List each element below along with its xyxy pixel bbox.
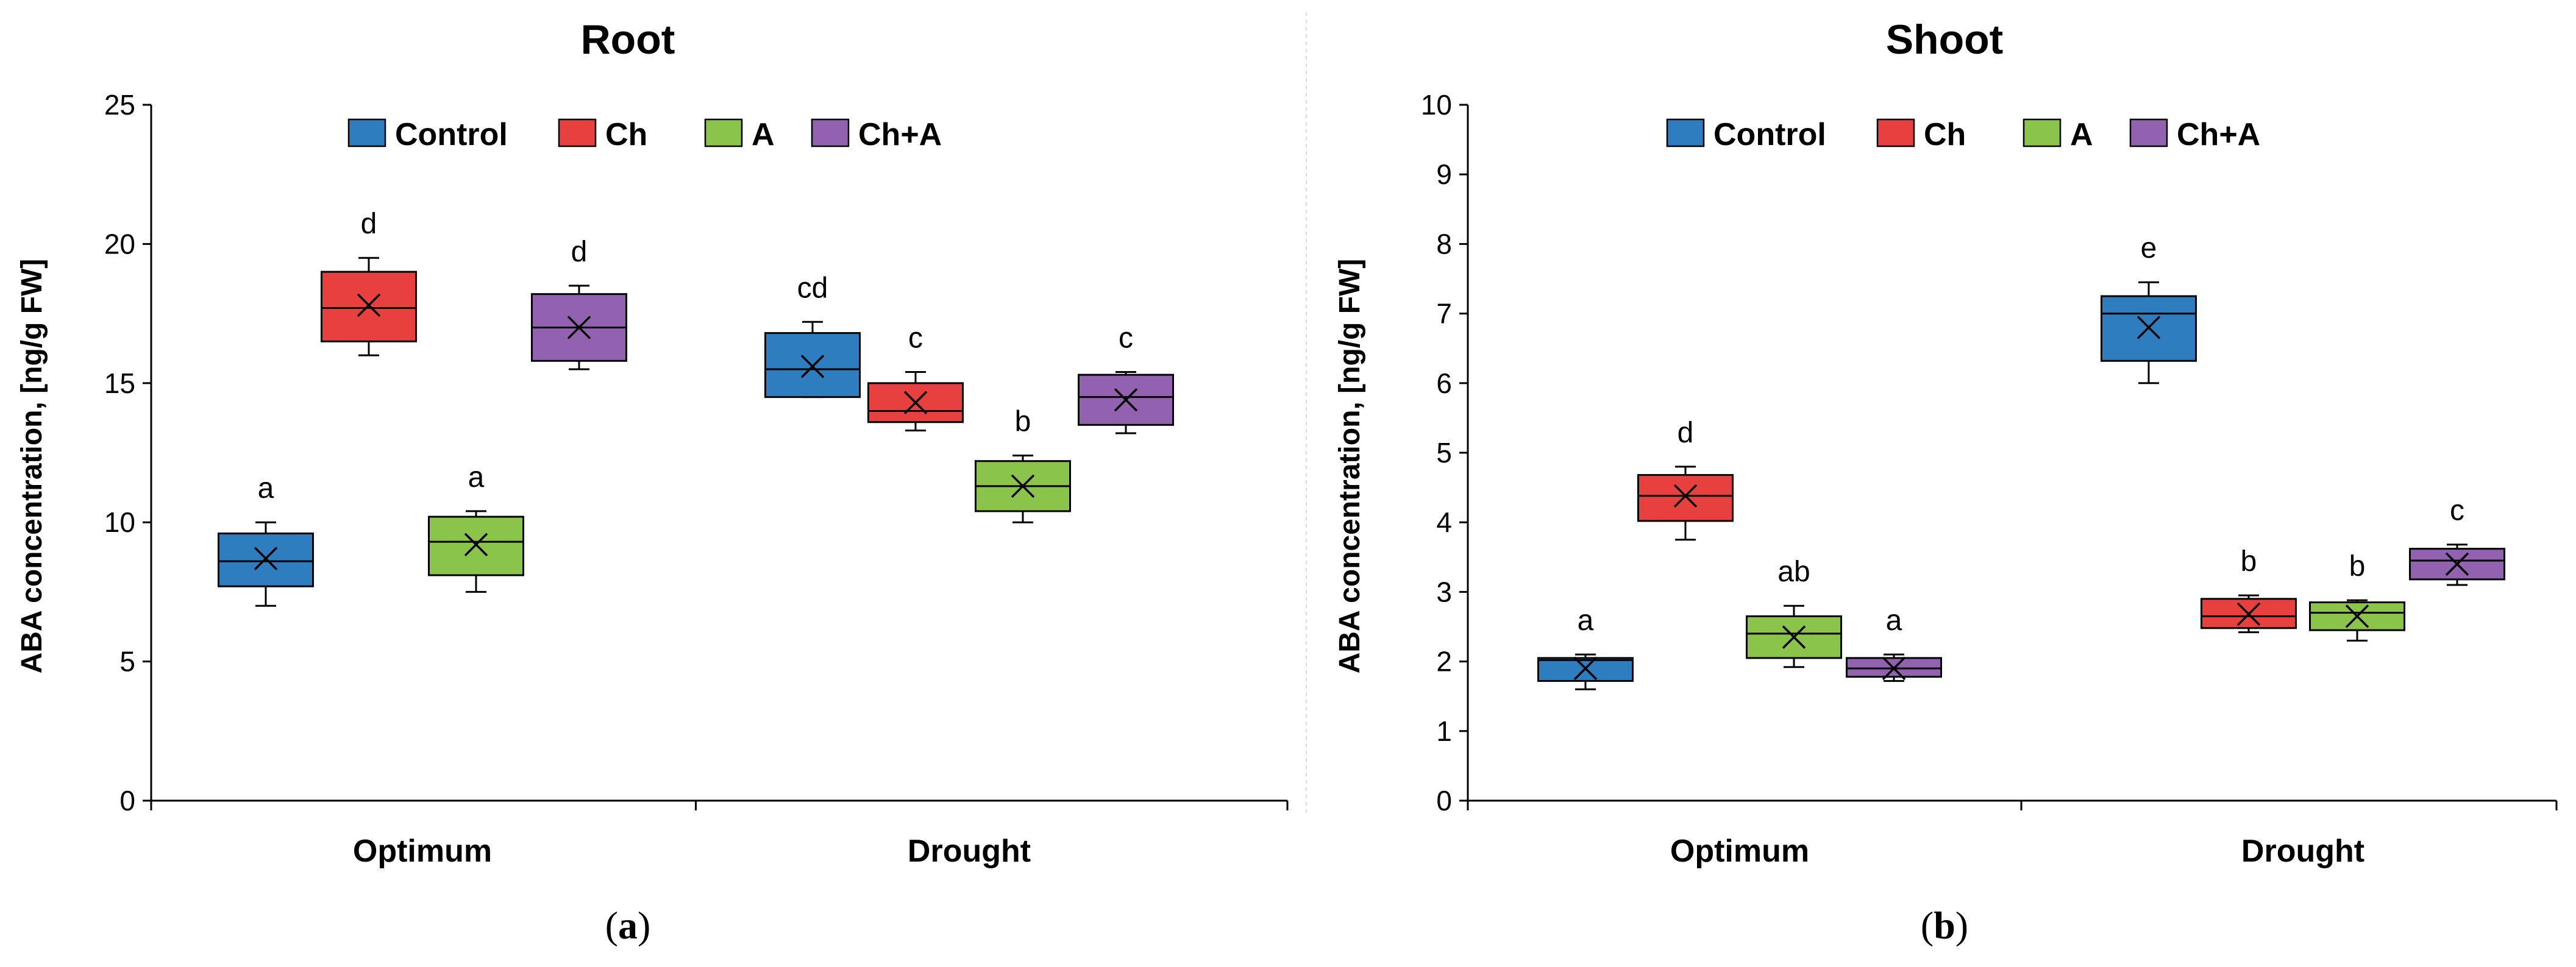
legend-label: Ch bbox=[605, 117, 647, 152]
y-axis-label: ABA concentration, [ng/g FW] bbox=[16, 259, 48, 674]
legend-swatch bbox=[2129, 118, 2168, 147]
legend-label: A bbox=[2070, 117, 2093, 152]
mean-marker bbox=[1673, 484, 1698, 508]
legend-swatch bbox=[347, 118, 386, 147]
significance-letter: b bbox=[2349, 550, 2366, 583]
legend-label: Ch+A bbox=[2177, 117, 2260, 152]
panel-root: Root ABA concentration, [ng/g FW] (a) 0 5… bbox=[16, 16, 1289, 947]
significance-letter: d bbox=[361, 208, 377, 240]
significance-letter: a bbox=[468, 461, 485, 494]
mean-marker bbox=[2345, 604, 2369, 628]
mean-marker bbox=[1782, 625, 1806, 649]
mean-marker bbox=[2236, 602, 2261, 626]
x-tick-label: Drought bbox=[908, 834, 1031, 869]
mean-marker bbox=[1011, 474, 1035, 498]
y-axis-label: ABA concentration, [ng/g FW] bbox=[1334, 259, 1366, 674]
y-tick-label: 25 bbox=[104, 89, 135, 121]
y-tick-label: 10 bbox=[104, 506, 135, 538]
y-tick-label: 8 bbox=[1436, 228, 1452, 260]
mean-marker bbox=[2137, 316, 2161, 339]
legend-swatch bbox=[704, 118, 743, 147]
panel-shoot: Shoot ABA concentration, [ng/g FW] (b) 0… bbox=[1334, 16, 2558, 947]
significance-letter: cd bbox=[797, 272, 828, 304]
mean-marker bbox=[1114, 388, 1138, 412]
x-tick-label: Optimum bbox=[1670, 834, 1809, 869]
y-tick-label: 9 bbox=[1436, 158, 1452, 190]
significance-letter: c bbox=[1119, 322, 1133, 355]
legend-label: A bbox=[752, 117, 775, 152]
y-tick-label: 7 bbox=[1436, 298, 1452, 330]
significance-letter: b bbox=[1015, 406, 1031, 438]
y-tick-label: 6 bbox=[1436, 367, 1452, 399]
significance-letter: c bbox=[2450, 495, 2464, 527]
significance-letter: e bbox=[2141, 232, 2157, 264]
significance-letter: d bbox=[571, 236, 588, 268]
mean-marker bbox=[357, 293, 381, 317]
mean-marker bbox=[464, 533, 488, 556]
y-tick-label: 10 bbox=[1421, 89, 1452, 121]
mean-marker bbox=[254, 547, 278, 570]
y-tick-label: 5 bbox=[119, 646, 135, 678]
legend-swatch bbox=[1666, 118, 1705, 147]
y-tick-label: 1 bbox=[1436, 715, 1452, 747]
y-tick-label: 0 bbox=[119, 785, 135, 816]
mean-marker bbox=[567, 316, 591, 339]
legend-swatch bbox=[1876, 118, 1915, 147]
y-tick-label: 2 bbox=[1436, 646, 1452, 678]
legend-swatch bbox=[2023, 118, 2062, 147]
box-ch-a bbox=[1078, 374, 1174, 426]
significance-letter: a bbox=[258, 472, 274, 505]
y-tick-label: 3 bbox=[1436, 576, 1452, 607]
significance-letter: b bbox=[2241, 545, 2257, 578]
significance-letter: a bbox=[1578, 604, 1594, 637]
chart-title: Root bbox=[581, 16, 675, 63]
significance-letter: a bbox=[1886, 604, 1902, 637]
significance-letter: c bbox=[908, 322, 923, 355]
chart-title: Shoot bbox=[1886, 16, 2004, 63]
legend-label: Ch bbox=[1924, 117, 1966, 152]
y-tick-label: 15 bbox=[104, 367, 135, 399]
x-tick-label: Drought bbox=[2241, 834, 2364, 869]
box-ch bbox=[1637, 474, 1734, 522]
mean-marker bbox=[800, 355, 825, 378]
panel-label: (b) bbox=[1921, 904, 1968, 947]
legend-swatch bbox=[558, 118, 597, 147]
x-tick-label: Optimum bbox=[353, 834, 492, 869]
mean-marker bbox=[903, 391, 928, 415]
y-tick-label: 0 bbox=[1436, 785, 1452, 816]
mean-marker bbox=[1573, 656, 1598, 681]
panel-label: (a) bbox=[605, 904, 651, 947]
mean-marker bbox=[1882, 656, 1906, 681]
box-ch-a bbox=[1846, 657, 1942, 678]
legend-label: Control bbox=[1713, 117, 1826, 152]
significance-letter: ab bbox=[1777, 556, 1810, 588]
legend-swatch bbox=[811, 118, 850, 147]
y-tick-label: 4 bbox=[1436, 506, 1452, 538]
significance-letter: d bbox=[1678, 417, 1694, 449]
legend-label: Control bbox=[395, 117, 508, 152]
legend-label: Ch+A bbox=[858, 117, 942, 152]
y-tick-label: 5 bbox=[1436, 437, 1452, 469]
mean-marker bbox=[2445, 552, 2469, 576]
y-tick-label: 20 bbox=[104, 228, 135, 260]
